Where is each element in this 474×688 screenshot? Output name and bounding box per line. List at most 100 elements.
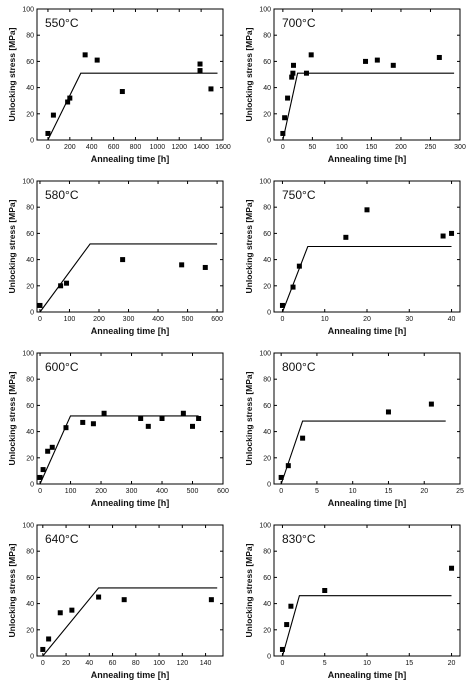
x-tick-label: 600 [211,316,223,323]
y-tick-label: 80 [263,549,271,556]
x-tick-label: 200 [64,144,76,151]
x-tick-label: 500 [187,488,199,495]
plot-frame [36,352,224,485]
y-tick-label: 0 [30,310,34,317]
data-point [45,448,51,454]
y-axis-label: Unlocking stress [MPa] [7,371,17,465]
data-point [69,607,75,613]
y-tick-label: 20 [26,283,34,290]
x-tick-label: 20 [448,660,456,667]
x-tick-label: 15 [385,488,393,495]
y-tick-label: 100 [22,351,34,358]
x-tick-label: 10 [363,660,371,667]
data-point [57,610,63,616]
x-tick-label: 200 [93,316,105,323]
x-axis-label: Annealing time [h] [91,154,170,164]
fit-curve [42,587,218,657]
x-tick-label: 20 [420,488,428,495]
data-point [179,262,185,268]
y-tick-label: 20 [26,627,34,634]
data-point [363,58,369,64]
x-tick-label: 600 [108,144,120,151]
data-point [290,284,296,290]
x-tick-label: 100 [336,144,348,151]
data-point [290,62,296,68]
x-tick-label: 40 [85,660,93,667]
y-tick-label: 40 [26,429,34,436]
panel-title: 800°C [282,360,316,374]
y-tick-label: 40 [26,601,34,608]
data-point [40,646,46,652]
y-tick-label: 80 [26,549,34,556]
data-point [40,467,46,473]
data-point [308,52,314,58]
x-tick-label: 0 [281,316,285,323]
x-tick-label: 1000 [150,144,166,151]
chart-panel: 0 5 10 15 20 25 0 20 40 60 80 100 Annealing time [h]… [244,351,464,509]
fit-curve [39,415,199,485]
data-point [343,234,349,240]
x-tick-label: 800 [130,144,142,151]
x-tick-label: 300 [454,144,466,151]
y-tick-label: 100 [22,7,34,14]
data-point [440,233,446,239]
panel-title: 830°C [282,532,316,546]
data-point [180,410,186,416]
fit-curve [39,243,218,313]
y-tick-label: 60 [263,231,271,238]
y-tick-label: 100 [259,523,271,530]
x-tick-label: 100 [153,660,165,667]
x-axis-label: Annealing time [h] [91,498,170,508]
x-axis-label: Annealing time [h] [328,498,407,508]
chart-panel: 0 5 10 15 20 0 20 40 60 80 100 Annealing time [h] Un… [244,523,461,680]
data-point [390,62,396,68]
data-point [202,264,208,270]
x-axis-label: Annealing time [h] [328,154,407,164]
plot-frame [36,524,224,657]
y-tick-label: 100 [22,523,34,530]
chart-panel: 0 100 200 300 400 500 600 0 20 40 60 80 100 Annealing… [7,179,224,336]
data-point [190,423,196,429]
data-point [138,416,144,421]
y-tick-label: 100 [22,179,34,186]
y-tick-label: 80 [263,377,271,384]
y-tick-label: 40 [26,257,34,264]
data-point [289,74,295,80]
x-tick-label: 10 [349,488,357,495]
data-point [196,416,202,421]
y-tick-label: 100 [259,351,271,358]
x-tick-label: 600 [217,488,229,495]
data-point [279,646,285,652]
data-point [322,588,328,593]
chart-panel: 0 10 20 30 40 0 20 40 60 80 100 Annealing time [h] U… [244,179,461,336]
x-tick-label: 1600 [215,144,231,151]
data-point [374,57,380,63]
x-tick-label: 25 [456,488,464,495]
panel-title: 640°C [45,532,79,546]
data-point [37,302,43,308]
y-tick-label: 100 [259,179,271,186]
panel-title: 700°C [282,16,316,30]
fit-curve [280,420,446,485]
data-point [303,70,309,76]
data-point [145,423,151,429]
x-tick-label: 40 [448,316,456,323]
x-tick-label: 1200 [171,144,187,151]
data-point [67,95,73,101]
data-point [49,444,55,450]
data-point [208,597,214,603]
x-axis-label: Annealing time [h] [91,326,170,336]
chart-panel: 0 20 40 60 80 100 120 140 0 20 40 60 80 100 Annealing … [7,523,224,680]
data-point [428,401,434,407]
data-point [282,115,288,121]
data-point [300,435,306,441]
data-point [119,89,125,95]
data-point [121,597,127,603]
data-point [65,99,71,105]
x-tick-label: 100 [65,488,77,495]
y-tick-label: 0 [267,482,271,489]
plot-frame [273,352,461,485]
y-tick-label: 0 [30,654,34,661]
y-tick-label: 80 [263,205,271,212]
